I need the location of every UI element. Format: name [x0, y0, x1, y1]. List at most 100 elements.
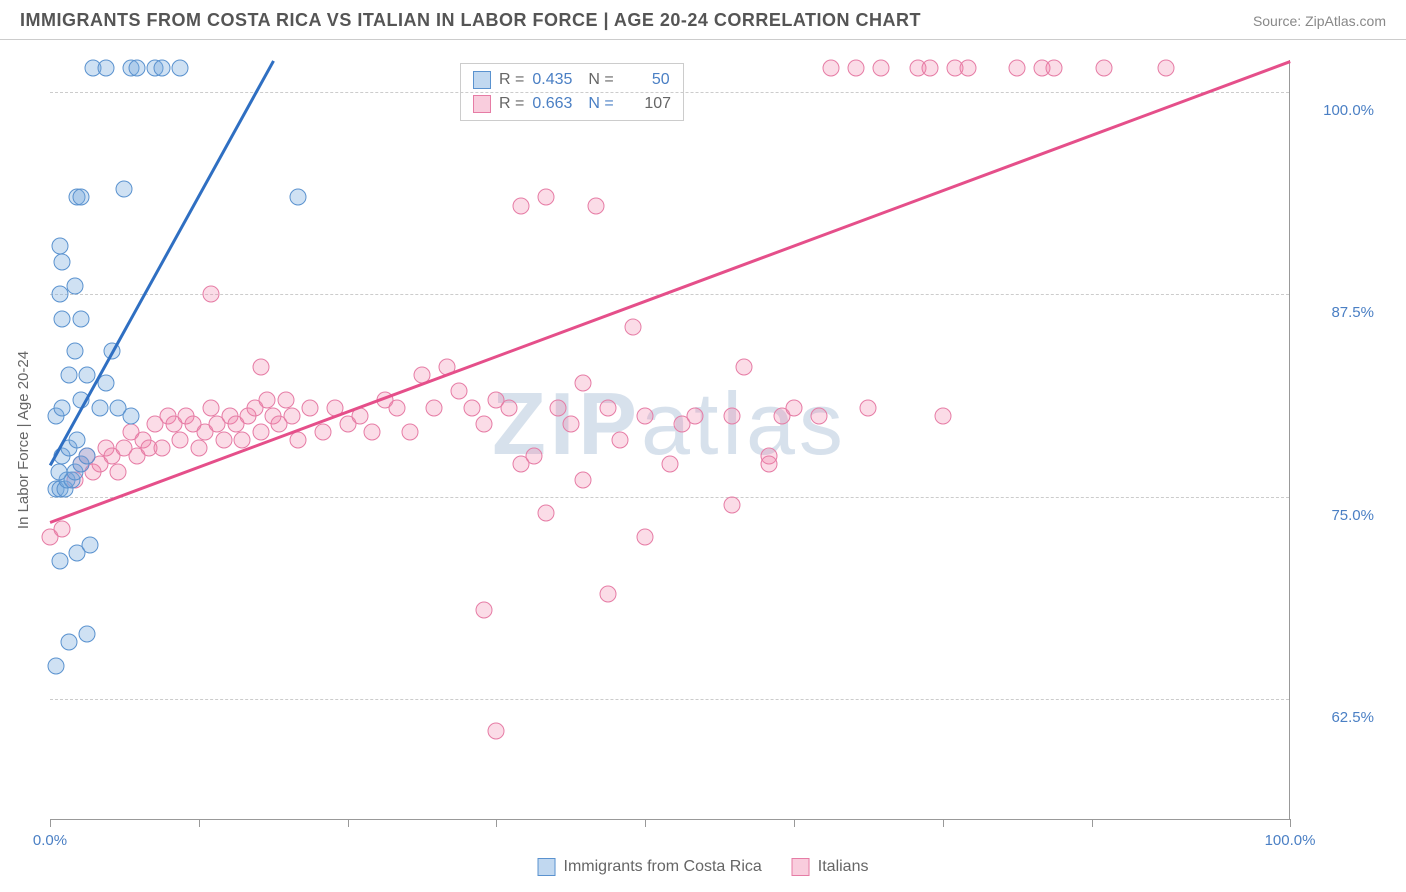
scatter-point-pink: [1009, 60, 1026, 77]
scatter-point-blue: [54, 254, 71, 271]
scatter-point-pink: [1096, 60, 1113, 77]
legend-series: Immigrants from Costa Rica Italians: [538, 858, 869, 876]
scatter-point-pink: [686, 407, 703, 424]
scatter-point-blue: [79, 448, 96, 465]
scatter-point-pink: [215, 432, 232, 449]
scatter-point-pink: [252, 359, 269, 376]
scatter-point-pink: [476, 601, 493, 618]
scatter-point-blue: [79, 626, 96, 643]
r-label: R =: [499, 68, 524, 92]
x-tick-label-left: 0.0%: [33, 832, 67, 849]
scatter-point-blue: [66, 343, 83, 360]
scatter-point-pink: [283, 407, 300, 424]
legend-label-blue: Immigrants from Costa Rica: [564, 858, 762, 876]
x-tick: [199, 819, 200, 827]
scatter-point-pink: [203, 286, 220, 303]
scatter-point-pink: [724, 496, 741, 513]
x-tick: [348, 819, 349, 827]
scatter-point-blue: [153, 60, 170, 77]
scatter-point-blue: [122, 407, 139, 424]
scatter-point-blue: [54, 399, 71, 416]
scatter-point-pink: [736, 359, 753, 376]
scatter-point-blue: [172, 60, 189, 77]
scatter-point-pink: [662, 456, 679, 473]
source-label: Source:: [1253, 13, 1305, 29]
scatter-point-blue: [128, 60, 145, 77]
scatter-point-pink: [525, 448, 542, 465]
scatter-point-blue: [73, 310, 90, 327]
gridline-h: [50, 699, 1289, 700]
x-tick: [794, 819, 795, 827]
scatter-point-pink: [1158, 60, 1175, 77]
scatter-point-pink: [451, 383, 468, 400]
scatter-point-pink: [550, 399, 567, 416]
scatter-point-pink: [426, 399, 443, 416]
scatter-point-pink: [110, 464, 127, 481]
scatter-point-pink: [538, 504, 555, 521]
chart-header: IMMIGRANTS FROM COSTA RICA VS ITALIAN IN…: [0, 0, 1406, 40]
scatter-point-pink: [302, 399, 319, 416]
scatter-point-pink: [724, 407, 741, 424]
scatter-point-blue: [79, 367, 96, 384]
scatter-point-pink: [290, 432, 307, 449]
gridline-h: [50, 497, 1289, 498]
r-value-pink: 0.663: [532, 92, 580, 116]
y-tick-label: 75.0%: [1304, 507, 1374, 524]
scatter-point-pink: [513, 197, 530, 214]
scatter-point-blue: [290, 189, 307, 206]
x-tick-label-right: 100.0%: [1265, 832, 1316, 849]
scatter-point-pink: [538, 189, 555, 206]
legend-swatch-pink: [792, 858, 810, 876]
scatter-point-pink: [203, 399, 220, 416]
scatter-point-blue: [51, 237, 68, 254]
scatter-point-pink: [934, 407, 951, 424]
gridline-h: [50, 294, 1289, 295]
scatter-point-pink: [600, 585, 617, 602]
scatter-point-pink: [587, 197, 604, 214]
scatter-point-pink: [463, 399, 480, 416]
x-tick: [50, 819, 51, 827]
x-tick: [645, 819, 646, 827]
scatter-point-pink: [624, 318, 641, 335]
scatter-point-pink: [600, 399, 617, 416]
scatter-point-pink: [575, 472, 592, 489]
trendline-blue: [49, 61, 274, 466]
scatter-point-blue: [69, 432, 86, 449]
scatter-point-pink: [314, 423, 331, 440]
x-tick: [496, 819, 497, 827]
gridline-h: [50, 92, 1289, 93]
y-tick-label: 100.0%: [1304, 102, 1374, 119]
scatter-point-blue: [66, 278, 83, 295]
legend-swatch-blue: [538, 858, 556, 876]
r-label: R =: [499, 92, 524, 116]
scatter-point-blue: [54, 310, 71, 327]
n-label: N =: [588, 68, 613, 92]
scatter-point-pink: [575, 375, 592, 392]
chart-title: IMMIGRANTS FROM COSTA RICA VS ITALIAN IN…: [20, 10, 921, 31]
x-tick: [1290, 819, 1291, 827]
scatter-point-pink: [252, 423, 269, 440]
scatter-point-pink: [786, 399, 803, 416]
scatter-point-pink: [860, 399, 877, 416]
scatter-point-pink: [476, 415, 493, 432]
y-tick-label: 87.5%: [1304, 304, 1374, 321]
scatter-point-pink: [401, 423, 418, 440]
legend-stats-row-blue: R = 0.435 N = 50: [473, 68, 671, 92]
scatter-point-pink: [959, 60, 976, 77]
legend-label-pink: Italians: [818, 858, 869, 876]
scatter-point-pink: [562, 415, 579, 432]
legend-item-blue: Immigrants from Costa Rica: [538, 858, 762, 876]
scatter-point-blue: [60, 634, 77, 651]
scatter-point-pink: [500, 399, 517, 416]
scatter-point-pink: [488, 723, 505, 740]
scatter-point-pink: [823, 60, 840, 77]
source-name: ZipAtlas.com: [1305, 13, 1386, 29]
scatter-point-blue: [73, 189, 90, 206]
scatter-point-blue: [116, 181, 133, 198]
scatter-point-pink: [637, 407, 654, 424]
scatter-point-pink: [259, 391, 276, 408]
scatter-point-blue: [97, 60, 114, 77]
scatter-point-blue: [48, 658, 65, 675]
legend-stats-row-pink: R = 0.663 N = 107: [473, 92, 671, 116]
x-tick: [1092, 819, 1093, 827]
